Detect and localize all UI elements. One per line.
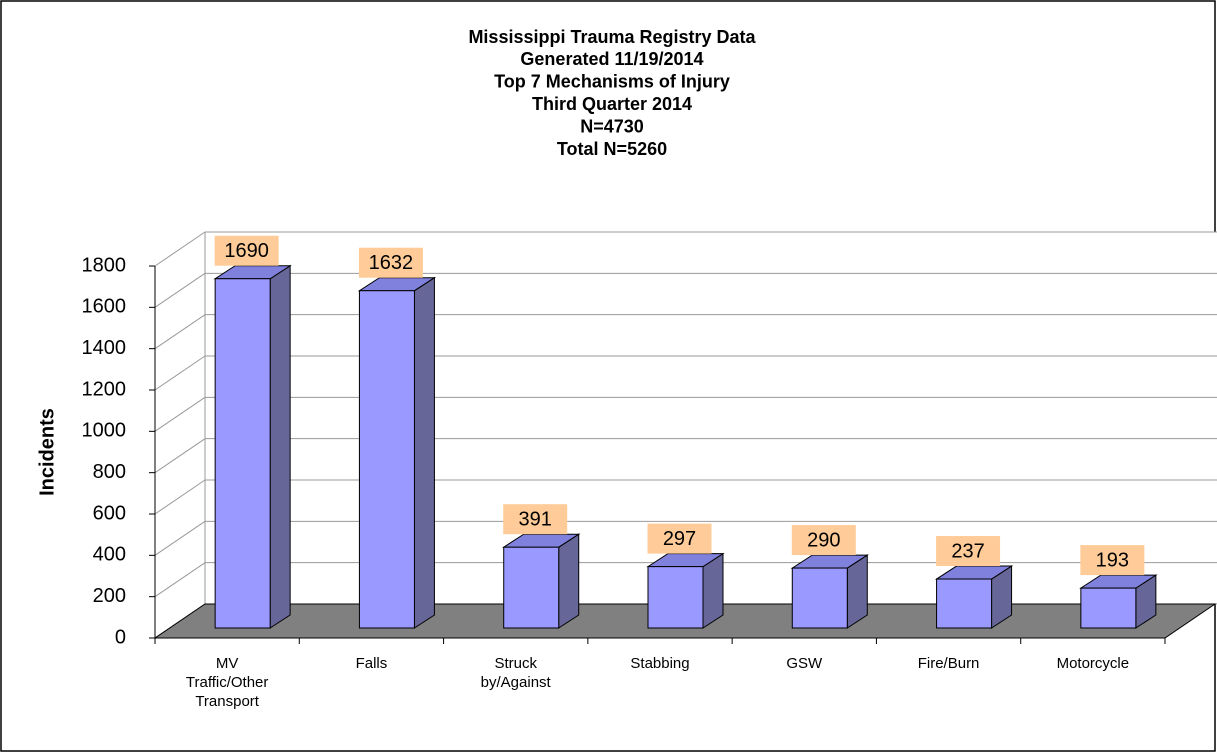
bar xyxy=(214,278,271,629)
y-tick-label: 1400 xyxy=(82,337,127,359)
value-label-box xyxy=(936,536,1001,567)
value-label-box xyxy=(791,525,856,556)
back-wall xyxy=(205,232,1217,604)
chart-title: Generated 11/19/2014 xyxy=(520,49,703,69)
bar xyxy=(647,566,704,629)
x-tick-label: Fire/Burn xyxy=(917,655,980,672)
chart-title: Total N=5260 xyxy=(557,139,667,159)
x-tick-label: Falls xyxy=(355,655,388,672)
bar xyxy=(791,567,848,629)
x-tick-label: MV Traffic/Other Transport xyxy=(185,655,269,710)
value-label: 391 xyxy=(519,508,552,530)
value-label-box xyxy=(647,523,712,554)
value-label: 237 xyxy=(951,540,984,562)
bar xyxy=(503,546,560,629)
grid-line xyxy=(154,562,206,598)
y-tick-label: 1200 xyxy=(82,378,127,400)
y-tick-label: 0 xyxy=(115,626,126,648)
value-label-box xyxy=(503,504,568,535)
value-label-box xyxy=(214,235,279,266)
y-tick-label: 1800 xyxy=(82,254,127,276)
chart-title: Third Quarter 2014 xyxy=(532,94,692,114)
y-tick-label: 1000 xyxy=(82,420,127,442)
y-tick-label: 400 xyxy=(93,544,126,566)
grid-line xyxy=(154,520,206,556)
y-tick-label: 1600 xyxy=(82,296,127,318)
grid-line xyxy=(154,231,206,267)
value-label-box xyxy=(1080,545,1145,576)
bar-side xyxy=(269,264,291,629)
y-tick-label: 200 xyxy=(93,585,126,607)
y-tick-label: 800 xyxy=(93,461,126,483)
y-tick-label: 600 xyxy=(93,502,126,524)
value-label: 290 xyxy=(807,529,840,551)
grid-line xyxy=(154,355,206,391)
value-label: 193 xyxy=(1096,549,1129,571)
bar xyxy=(936,578,993,629)
grid-line xyxy=(154,479,206,515)
grid-line xyxy=(154,396,206,432)
bar-side xyxy=(413,276,435,629)
value-label: 1632 xyxy=(369,252,414,274)
bar xyxy=(358,290,415,629)
grid-line xyxy=(154,314,206,350)
value-label-box xyxy=(358,247,423,278)
bar xyxy=(1080,587,1137,629)
x-tick-label: Stabbing xyxy=(630,655,690,672)
chart-title: Mississippi Trauma Registry Data xyxy=(468,27,756,47)
x-tick-label: Struck by/Against xyxy=(480,655,551,691)
x-tick-label: Motorcycle xyxy=(1056,655,1130,672)
y-axis-label: Incidents xyxy=(36,408,58,496)
x-tick-label: GSW xyxy=(786,655,823,672)
grid-line xyxy=(154,438,206,474)
value-label: 1690 xyxy=(224,240,269,262)
value-label: 297 xyxy=(663,528,696,550)
grid-line xyxy=(154,272,206,308)
chart-title: N=4730 xyxy=(580,116,644,136)
chart-title: Top 7 Mechanisms of Injury xyxy=(494,72,730,92)
bar-side xyxy=(558,533,580,629)
